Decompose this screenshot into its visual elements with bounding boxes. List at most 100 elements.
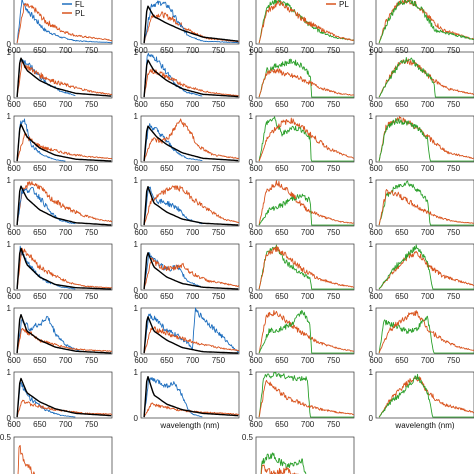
panel-axes-box <box>255 115 355 163</box>
x-tick-label: 750 <box>447 228 461 237</box>
y-tick-label: 0 <box>249 94 254 103</box>
y-tick-label: 0 <box>7 286 12 295</box>
panel-axes-box <box>13 0 113 45</box>
series-line-r6c2-0 <box>258 371 354 418</box>
y-tick-label: 0 <box>369 286 374 295</box>
series-line-r4c1-2 <box>143 252 239 290</box>
panel-r3c0: 0 1 600 650 700 750 <box>7 176 113 237</box>
panel-axes-box <box>375 51 474 99</box>
x-tick-label: 700 <box>421 292 435 301</box>
x-tick-label: 700 <box>421 228 435 237</box>
series-line-r2c2-1 <box>258 117 355 162</box>
series-line-r4c2-0 <box>258 244 354 290</box>
y-tick-label: 1 <box>7 240 12 249</box>
y-tick-label: 0 <box>134 414 139 423</box>
x-tick-label: 700 <box>186 164 200 173</box>
x-tick-label: 700 <box>301 356 315 365</box>
x-tick-label: 700 <box>59 100 73 109</box>
y-tick-label: 0 <box>7 94 12 103</box>
panel-r2c0: 0 1 600 650 700 750 <box>7 112 113 173</box>
x-tick-label: 650 <box>395 100 409 109</box>
series-line-r0c1-1 <box>143 0 239 44</box>
panel-r2c3: 0 1 600 650 700 750 <box>369 112 474 173</box>
x-tick-label: 650 <box>275 292 289 301</box>
y-tick-label: 1 <box>7 48 12 57</box>
y-tick-label: 1 <box>134 304 139 313</box>
x-tick-label: 650 <box>160 100 174 109</box>
x-tick-label: 650 <box>33 420 47 429</box>
panel-axes-box <box>255 307 355 355</box>
legend-label: PL <box>75 9 85 18</box>
panel-axes-box <box>140 179 240 227</box>
x-tick-label: 650 <box>33 292 47 301</box>
series-line-r2c1-1 <box>143 118 239 162</box>
panel-r5c1: 0 1 600 650 700 750 <box>134 304 240 365</box>
series-line-r5c3-1 <box>378 310 474 354</box>
panel-axes-box <box>140 115 240 163</box>
series-line-r4c1-1 <box>143 257 240 290</box>
panel-axes-box <box>255 51 355 99</box>
panel-axes-box <box>13 307 113 355</box>
y-tick-label: 1 <box>134 112 139 121</box>
x-tick-label: 600 <box>369 46 383 55</box>
x-tick-label: 750 <box>85 420 99 429</box>
panel-r5c3: 0 1 600 650 700 750 <box>369 304 474 365</box>
x-tick-label: 700 <box>421 46 435 55</box>
panel-r6c3: 01 <box>369 368 474 423</box>
panel-axes-box <box>255 243 355 291</box>
y-tick-label: 0 <box>249 350 254 359</box>
x-tick-label: 600 <box>7 420 21 429</box>
x-tick-label: 750 <box>85 292 99 301</box>
series-line-r6c2-1 <box>258 379 354 418</box>
series-line-r0c1-0 <box>143 11 240 44</box>
panel-axes-box <box>140 371 240 419</box>
series-line-r3c1-0 <box>143 186 203 226</box>
panel-axes-box <box>140 51 240 99</box>
series-line-r1c3-0 <box>378 58 474 98</box>
panel-r4c3: 0 1 600 650 700 750 <box>369 240 474 301</box>
x-axis-label: wavelength (nm) <box>159 421 219 430</box>
y-tick-label: 0 <box>134 286 139 295</box>
y-tick-label: 0 <box>134 40 139 49</box>
series-line-r3c0-2 <box>16 185 112 226</box>
series-line-r3c0-0 <box>16 181 113 226</box>
series-line-r5c2-0 <box>258 310 355 354</box>
x-tick-label: 700 <box>186 356 200 365</box>
y-tick-label: 1 <box>249 176 254 185</box>
x-tick-label: 600 <box>249 46 263 55</box>
y-tick-label: 0 <box>134 222 139 231</box>
legend-r0c2: PL <box>326 0 349 9</box>
series-line-r3c2-0 <box>258 180 354 226</box>
panel-axes-box <box>140 307 240 355</box>
series-line-r4c0-1 <box>16 245 76 290</box>
x-tick-label: 750 <box>447 356 461 365</box>
series-line-r1c3-1 <box>378 56 474 98</box>
y-tick-label: 0 <box>369 40 374 49</box>
panel-axes-box <box>140 243 240 291</box>
x-tick-label: 600 <box>249 100 263 109</box>
x-tick-label: 600 <box>7 292 21 301</box>
y-tick-label: 1 <box>369 112 374 121</box>
series-line-r1c0-1 <box>16 60 113 98</box>
x-tick-label: 650 <box>395 356 409 365</box>
x-tick-label: 650 <box>275 420 289 429</box>
x-tick-label: 650 <box>275 46 289 55</box>
series-line-r6c3-1 <box>378 373 474 418</box>
x-tick-label: 700 <box>421 100 435 109</box>
x-tick-label: 650 <box>33 100 47 109</box>
series-line-r2c1-2 <box>143 125 239 162</box>
panel-r6c2: 0 1 600 650 700 750 <box>249 368 355 429</box>
x-tick-label: 600 <box>7 164 21 173</box>
x-tick-label: 700 <box>59 292 73 301</box>
x-tick-label: 750 <box>327 228 341 237</box>
x-tick-label: 600 <box>7 356 21 365</box>
x-tick-label: 650 <box>275 356 289 365</box>
x-tick-label: 650 <box>160 46 174 55</box>
x-tick-label: 600 <box>369 164 383 173</box>
